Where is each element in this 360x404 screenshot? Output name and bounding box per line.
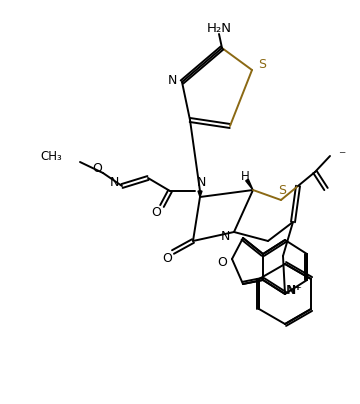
Text: S: S <box>278 183 286 196</box>
Text: CH₃: CH₃ <box>40 151 62 164</box>
Text: H₂N: H₂N <box>207 21 231 34</box>
Text: N⁺: N⁺ <box>287 284 303 297</box>
Text: O: O <box>151 206 161 219</box>
Text: N: N <box>167 74 177 86</box>
Text: N: N <box>220 229 230 242</box>
Text: N: N <box>196 177 206 189</box>
Text: N⁺: N⁺ <box>286 284 302 297</box>
Text: O: O <box>217 257 227 269</box>
Polygon shape <box>246 179 253 190</box>
Text: N: N <box>109 175 119 189</box>
Text: O: O <box>92 162 102 175</box>
Text: ⁻: ⁻ <box>338 149 345 163</box>
Text: H: H <box>240 170 249 183</box>
Polygon shape <box>198 191 202 197</box>
Text: O: O <box>162 252 172 265</box>
Text: S: S <box>258 57 266 71</box>
